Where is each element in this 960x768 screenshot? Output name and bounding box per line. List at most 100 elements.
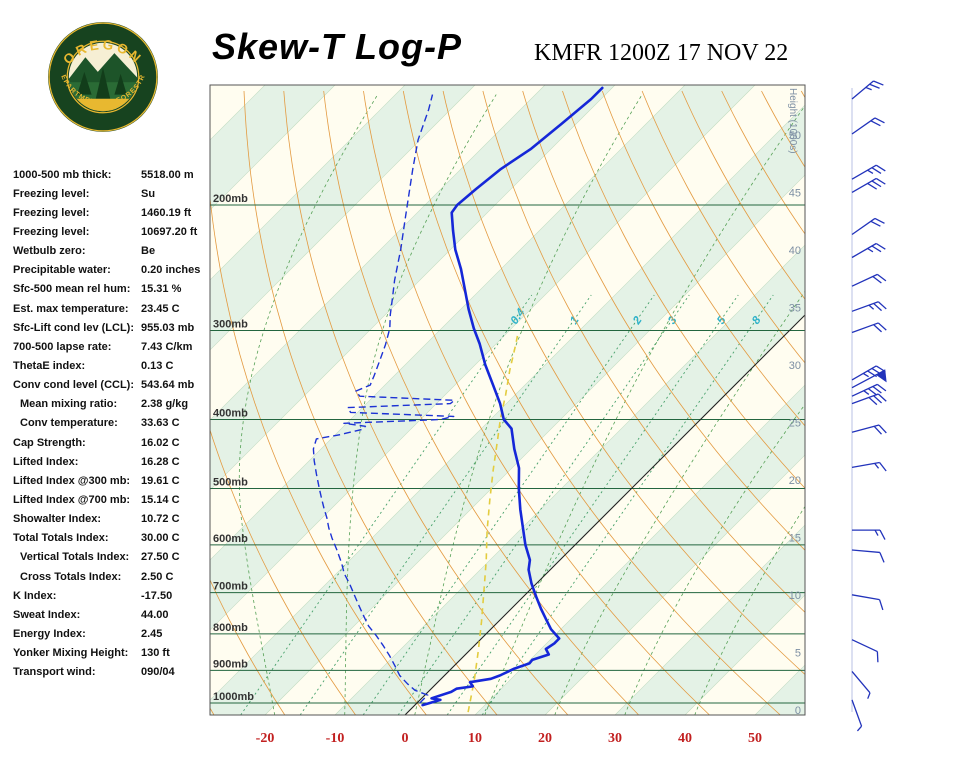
stat-row: Sfc-Lift cond lev (LCL): 955.03 mb xyxy=(13,318,215,337)
moist-adiabat xyxy=(414,94,643,715)
logo-tree-icon xyxy=(95,67,111,99)
stat-row: Transport wind: 090/04 xyxy=(13,663,215,682)
wind-barb-tick xyxy=(873,395,882,404)
stat-row: Wetbulb zero: Be xyxy=(13,242,215,261)
stat-row: Total Totals Index: 30.00 C xyxy=(13,529,215,548)
wind-barb-tick xyxy=(867,388,878,396)
pressure-label: 700mb xyxy=(213,581,248,593)
mixing-ratio-line xyxy=(481,294,774,715)
isotherm-line xyxy=(0,85,195,715)
stat-row: Showalter Index: 10.72 C xyxy=(13,510,215,529)
dry-adiabat xyxy=(562,90,805,489)
stat-value: 23.45 C xyxy=(141,302,180,315)
temp-axis-label: 10 xyxy=(468,731,482,746)
isotherm-bands xyxy=(0,85,805,715)
isotherm-line xyxy=(334,244,805,715)
wind-barb-tick xyxy=(876,383,887,392)
stat-value: 15.31 % xyxy=(141,283,182,296)
dry-adiabat xyxy=(841,91,960,715)
stat-label: ThetaE index: xyxy=(13,359,86,372)
height-label: 45 xyxy=(789,188,801,200)
wind-barb-shaft xyxy=(851,217,876,236)
stat-label: Energy Index: xyxy=(13,627,86,640)
wind-barb xyxy=(851,273,887,287)
stat-label: Sfc-500 mean rel hum: xyxy=(13,283,131,296)
stat-label: Showalter Index: xyxy=(13,513,102,526)
dry-adiabat xyxy=(601,90,805,427)
dry-adiabat xyxy=(33,91,144,715)
stat-label: Freezing level: xyxy=(13,225,90,238)
wind-barb-tick xyxy=(877,393,887,402)
wind-barb-tick xyxy=(870,220,881,227)
stat-value: 5518.00 m xyxy=(141,168,194,181)
stat-label: Vertical Totals Index: xyxy=(20,551,130,564)
wind-barb-tick xyxy=(879,529,886,540)
isotherm-line xyxy=(544,454,805,715)
parcel-trace xyxy=(467,331,520,713)
temp-axis-label: 50 xyxy=(748,731,762,746)
stat-label: Lifted Index: xyxy=(13,455,79,468)
isotherm-band xyxy=(0,85,195,715)
wind-barb-half-tick xyxy=(867,169,874,175)
mixing-ratio-line xyxy=(299,294,592,715)
wind-barb-tick xyxy=(878,424,887,434)
height-label: 50 xyxy=(789,130,801,142)
height-label: 25 xyxy=(789,418,801,430)
height-label: 35 xyxy=(789,303,801,315)
dry-adiabat xyxy=(323,90,639,715)
dry-adiabat xyxy=(363,90,710,715)
stat-row: Conv cond level (CCL): 543.64 mb xyxy=(13,376,215,395)
plot-frame xyxy=(209,84,806,716)
wind-barb-tick xyxy=(873,324,882,333)
stat-label: Freezing level: xyxy=(13,187,90,200)
wind-barb xyxy=(851,322,887,334)
stat-label: Cap Strength: xyxy=(13,436,86,449)
wind-barb-half-tick xyxy=(874,463,880,469)
wind-barb-tick xyxy=(871,245,882,253)
stat-row: Freezing level: 10697.20 ft xyxy=(13,222,215,241)
height-axis-title: Height (1000s) xyxy=(787,88,798,154)
wind-barb-half-tick xyxy=(865,86,872,91)
stat-row: Conv temperature: 33.63 C xyxy=(13,414,215,433)
dry-adiabat xyxy=(402,90,781,715)
wind-barb-tick xyxy=(875,164,886,172)
odf-logo: OREGON DEPARTMENT OF FORESTRY xyxy=(46,20,158,132)
mixing-ratio-line xyxy=(446,294,739,715)
wind-barb xyxy=(851,393,887,406)
stat-label: Freezing level: xyxy=(13,206,90,219)
stat-label: Wetbulb zero: xyxy=(13,245,86,258)
isotherm-line xyxy=(474,384,805,715)
wind-barb-tick xyxy=(870,120,881,127)
wind-barb-half-tick xyxy=(856,725,863,732)
wind-barb-tick xyxy=(876,273,887,282)
zero-isotherm-line xyxy=(404,314,805,715)
wind-barb-tick xyxy=(872,275,882,284)
height-label: 40 xyxy=(789,245,801,257)
stats-panel: 1000-500 mb thick: 5518.00 m Freezing leve… xyxy=(13,165,215,682)
isotherm-line xyxy=(0,85,125,715)
stat-label: 1000-500 mb thick: xyxy=(13,168,112,181)
stat-row: Sweat Index: 44.00 xyxy=(13,605,215,624)
wind-barb-tick xyxy=(868,396,878,406)
wind-barb-half-tick xyxy=(862,372,869,378)
wind-barb xyxy=(852,529,886,540)
stat-row: Vertical Totals Index: 27.50 C xyxy=(13,548,215,567)
stat-label: Transport wind: xyxy=(13,666,96,679)
stat-label: Conv cond level (CCL): xyxy=(13,379,135,392)
wind-barb xyxy=(851,424,887,435)
stat-label: Precipitable water: xyxy=(13,264,111,277)
stat-value: 15.14 C xyxy=(141,493,180,506)
stat-value: 955.03 mb xyxy=(141,321,195,334)
moist-adiabats xyxy=(238,94,805,715)
stat-value: 27.50 C xyxy=(141,551,180,564)
stat-row: Freezing level: 1460.19 ft xyxy=(13,203,215,222)
wind-barb-tick xyxy=(877,322,887,331)
wind-barb xyxy=(851,549,885,563)
wind-barb-tick xyxy=(873,425,882,435)
temp-axis-label: 30 xyxy=(608,731,622,746)
stat-row: K Index: -17.50 xyxy=(13,586,215,605)
mixing-ratio-line xyxy=(362,294,655,715)
wind-barb-shaft xyxy=(851,301,879,312)
wind-barb-shaft xyxy=(851,699,863,727)
